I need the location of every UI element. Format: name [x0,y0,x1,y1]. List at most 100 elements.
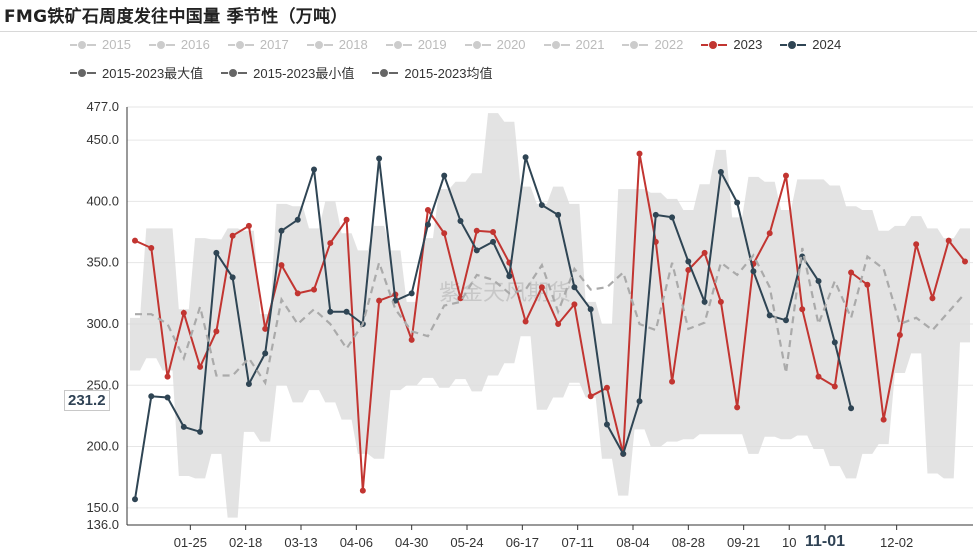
legend-item-2019[interactable]: 2019 [385,37,447,52]
data-point-2023 [197,363,204,370]
data-point-2023 [262,325,269,332]
data-point-2023 [132,237,138,244]
x-tick-label: 01-25 [174,535,207,550]
data-point-2023 [473,227,480,234]
legend-label: 2015-2023最小值 [253,66,355,81]
legend-item-2018[interactable]: 2018 [306,37,368,52]
legend-item-2020[interactable]: 2020 [464,37,526,52]
data-point-2024 [734,199,741,206]
y-axis-pointer-label: 231.2 [64,390,110,411]
data-point-2023 [734,404,741,411]
legend-item-2015-2023-[interactable]: 2015-2023均值 [372,63,493,82]
x-tick-label: 05-24 [450,535,483,550]
data-point-2023 [180,309,187,316]
data-point-2023 [913,241,920,248]
data-point-2023 [701,249,708,256]
legend-label: 2015-2023最大值 [102,66,204,81]
legend-marker-icon [701,39,728,51]
legend-marker-icon [221,67,248,79]
data-point-2024 [424,221,431,228]
data-point-2024 [311,166,318,173]
y-tick-label: 150.0 [86,500,119,515]
legend-label: 2021 [575,37,605,52]
data-point-2024 [262,350,269,357]
x-tick-label: 12-02 [880,535,913,550]
data-point-2024 [441,172,448,179]
legend-label: 2015-2023均值 [404,66,493,81]
data-point-2024 [327,308,334,315]
data-point-2024 [848,405,855,412]
legend-item-2017[interactable]: 2017 [227,37,289,52]
data-point-2024 [376,155,383,162]
data-point-2024 [229,274,236,281]
data-point-2024 [408,290,415,297]
data-point-2023 [571,301,578,308]
legend-row-1: 2015 2016 2017 2018 2019 2020 2021 2022 2023 2024 [70,37,859,52]
legend-item-2015-2023-[interactable]: 2015-2023最小值 [221,63,354,82]
data-point-2023 [864,281,871,288]
legend-item-2023[interactable]: 2023 [701,37,762,52]
data-point-2023 [229,232,236,239]
data-point-2024 [587,306,594,313]
data-point-2023 [441,230,448,237]
x-tick-label: 08-28 [672,535,705,550]
legend-label: 2020 [496,37,526,52]
legend-marker-icon [148,39,175,51]
legend-item-2024[interactable]: 2024 [780,37,841,52]
data-point-2024 [717,168,724,175]
data-point-2023 [962,258,968,265]
data-point-2024 [490,238,497,245]
legend-item-2016[interactable]: 2016 [148,37,210,52]
legend-item-2021[interactable]: 2021 [543,37,605,52]
data-point-2023 [522,318,529,325]
y-tick-label: 400.0 [86,193,119,208]
data-point-2024 [603,421,610,428]
data-point-2023 [245,222,252,229]
legend-item-2015[interactable]: 2015 [70,37,131,52]
legend-label: 2015 [102,37,131,52]
data-point-2023 [766,230,773,237]
data-point-2024 [555,211,562,218]
x-tick-label: 10 [782,535,796,550]
data-point-2023 [311,286,318,293]
data-point-2024 [148,393,155,400]
data-point-2023 [148,244,155,251]
data-point-2023 [424,206,431,213]
data-point-2024 [473,247,480,254]
legend-row-2: 2015-2023最大值 2015-2023最小值 2015-2023均值 [70,63,511,82]
legend-item-2022[interactable]: 2022 [622,37,683,52]
data-point-2024 [245,381,252,388]
data-point-2023 [848,269,855,276]
y-tick-label: 450.0 [86,132,119,147]
y-tick-label: 136.0 [86,517,119,532]
legend-marker-icon [543,39,570,51]
legend-label: 2018 [338,37,368,52]
data-point-2023 [490,229,497,236]
data-point-2023 [343,216,350,223]
data-point-2023 [603,384,610,391]
y-tick-label: 300.0 [86,316,119,331]
y-tick-label: 350.0 [86,255,119,270]
data-point-2024 [294,216,301,223]
x-tick-label: 02-18 [229,535,262,550]
data-point-2023 [636,150,643,157]
data-point-2023 [164,373,171,380]
data-point-2023 [782,172,789,179]
data-point-2023 [408,336,415,343]
data-point-2023 [278,262,285,269]
legend-marker-icon [385,39,412,51]
legend-marker-icon [70,39,96,51]
data-point-2023 [896,332,903,338]
data-point-2023 [929,295,936,302]
data-point-2023 [538,284,545,291]
data-point-2024 [180,423,187,430]
legend-item-2015-2023-[interactable]: 2015-2023最大值 [70,63,203,82]
legend-marker-icon [306,39,333,51]
legend-marker-icon [464,39,491,51]
x-tick-label: 07-11 [562,535,594,550]
chart-title: FMG铁矿石周度发往中国量 季节性（万吨） [4,7,348,27]
data-point-2023 [327,240,334,247]
data-point-2023 [587,393,594,400]
data-point-2024 [669,214,676,221]
